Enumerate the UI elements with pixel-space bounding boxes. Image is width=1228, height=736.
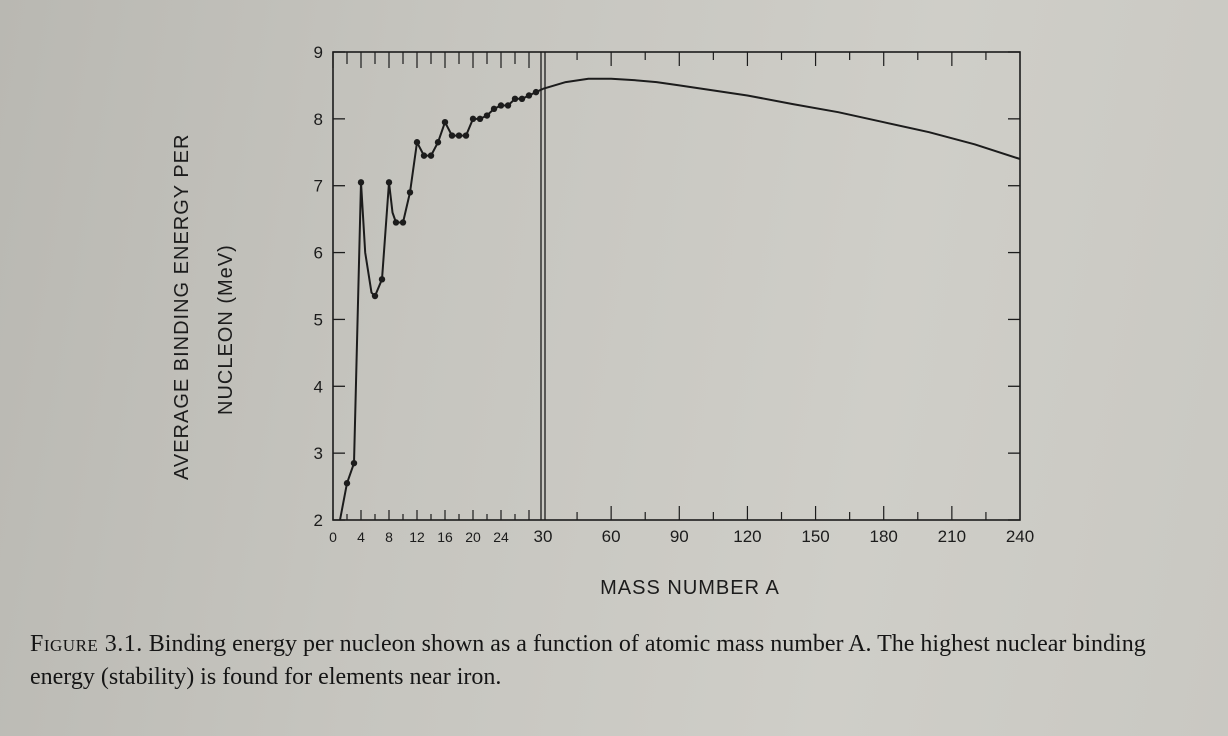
x-tick-label: 30	[534, 527, 553, 546]
series-lines	[339, 77, 1021, 521]
data-point	[448, 132, 456, 139]
x-tick-label: 90	[670, 527, 689, 546]
data-point	[427, 152, 435, 159]
y-tick-label: 2	[314, 511, 323, 530]
x-axis-title: MASS NUMBER A	[600, 577, 780, 599]
data-point	[497, 102, 505, 109]
figure-caption-label: Figure 3.1.	[30, 631, 143, 657]
y-tick-label: 3	[314, 444, 323, 463]
data-point	[532, 88, 540, 96]
data-point	[525, 92, 533, 99]
data-point	[413, 139, 421, 146]
x-tick-label: 12	[409, 529, 425, 545]
data-point	[378, 276, 386, 283]
data-point	[504, 102, 512, 109]
x-tick-label: 8	[385, 529, 393, 545]
y-tick-label: 7	[314, 177, 323, 196]
data-point	[357, 179, 365, 186]
x-axis: 0 4 8 12 16 20 24 30 60 90 120 150 180 210 240	[329, 52, 1034, 546]
series-line-2	[542, 77, 1021, 160]
data-point	[518, 95, 526, 103]
x-tick-label: 0	[329, 529, 337, 545]
data-point	[490, 105, 498, 113]
x-tick-label: 20	[465, 529, 481, 545]
y-tick-label: 4	[314, 377, 323, 396]
data-point	[343, 480, 351, 487]
x-tick-label: 24	[493, 529, 509, 545]
data-point	[476, 115, 484, 123]
series-line-1	[339, 87, 544, 521]
figure-caption-text: Binding energy per nucleon shown as a fu…	[30, 631, 1146, 690]
data-point	[462, 132, 470, 139]
x-tick-label: 60	[602, 527, 621, 546]
data-point	[406, 189, 414, 196]
data-point	[455, 132, 463, 139]
data-points	[343, 88, 540, 487]
data-point	[392, 219, 400, 226]
plot-border	[332, 51, 1021, 521]
figure-caption: Figure 3.1. Binding energy per nucleon s…	[30, 628, 1200, 694]
x-tick-label: 210	[938, 527, 966, 546]
plot-frame	[332, 51, 1021, 521]
y-tick-label: 8	[314, 110, 323, 129]
y-tick-label: 6	[314, 244, 323, 263]
data-point	[469, 115, 477, 123]
y-axis-title-line1: AVERAGE BINDING ENERGY PER	[171, 134, 193, 480]
data-point	[511, 95, 519, 103]
data-point	[441, 119, 449, 126]
x-tick-label: 4	[357, 529, 365, 545]
y-tick-label: 5	[314, 310, 323, 329]
data-point	[420, 152, 428, 159]
data-point	[399, 219, 407, 226]
data-point	[385, 179, 393, 186]
x-tick-label: 16	[437, 529, 453, 545]
x-tick-label: 240	[1006, 527, 1034, 546]
data-point	[350, 459, 358, 467]
data-point	[434, 139, 442, 146]
y-axis: 2 3 4 5 6 7 8 9	[314, 43, 1020, 530]
x-tick-label: 120	[733, 527, 761, 546]
x-tick-label: 150	[801, 527, 829, 546]
x-tick-label: 180	[870, 527, 898, 546]
data-point	[371, 292, 379, 300]
y-tick-label: 9	[314, 43, 323, 62]
data-point	[483, 112, 491, 119]
y-axis-title-line2: NUCLEON (MeV)	[215, 244, 237, 415]
